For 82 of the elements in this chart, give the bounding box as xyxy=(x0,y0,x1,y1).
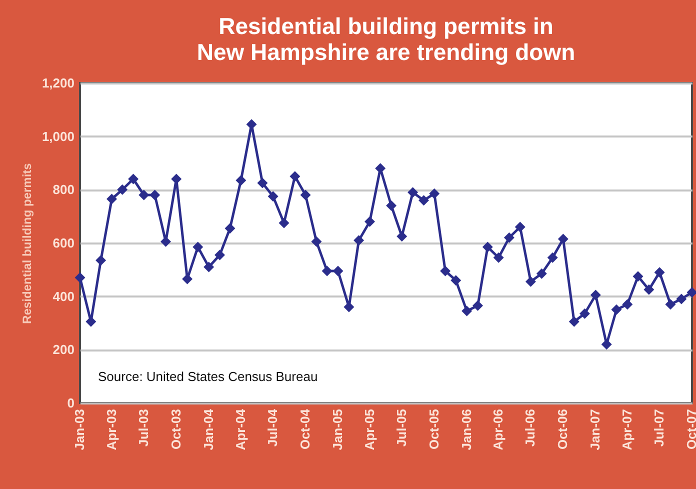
point xyxy=(322,266,332,276)
x-tick-label: Jan-03 xyxy=(72,409,87,450)
point xyxy=(332,266,344,276)
point xyxy=(514,222,526,232)
point xyxy=(665,299,676,310)
x-tick-label: Oct-06 xyxy=(555,409,570,450)
point xyxy=(192,242,204,252)
x-tick-label: Oct-04 xyxy=(298,408,313,450)
point xyxy=(462,306,472,316)
y-tick-label: 200 xyxy=(52,342,74,358)
y-tick-label: 400 xyxy=(52,288,74,304)
point xyxy=(182,274,193,284)
point xyxy=(106,194,118,204)
point xyxy=(204,262,214,272)
point xyxy=(654,267,665,278)
point xyxy=(440,266,451,276)
x-tick-label: Jul-05 xyxy=(394,409,409,447)
point xyxy=(74,272,86,283)
x-tick-label: Apr-06 xyxy=(490,409,506,450)
y-tick-label: 800 xyxy=(52,182,74,198)
x-tick-label: Apr-04 xyxy=(232,408,248,450)
point xyxy=(547,252,558,263)
point xyxy=(128,174,139,184)
point xyxy=(278,218,290,228)
point xyxy=(354,235,364,246)
point xyxy=(525,276,536,287)
x-tick-label: Jul-04 xyxy=(265,408,280,447)
point xyxy=(579,308,590,319)
y-axis-title: Residential building permits xyxy=(20,162,34,324)
point xyxy=(536,268,547,279)
point xyxy=(408,187,418,198)
x-tick-label: Jan-06 xyxy=(458,409,474,450)
point xyxy=(96,255,106,266)
point xyxy=(504,232,514,243)
x-tick-label: Jul-03 xyxy=(136,409,151,447)
point xyxy=(290,171,300,182)
point xyxy=(450,275,462,286)
point xyxy=(344,302,354,312)
point xyxy=(493,252,504,263)
point xyxy=(644,284,654,295)
point xyxy=(429,188,440,199)
annotation: Source: United States Census Bureau xyxy=(98,369,318,384)
point xyxy=(257,178,268,188)
point xyxy=(150,190,160,200)
x-tick-label: Jul-06 xyxy=(522,409,538,447)
x-tick-label: Apr-03 xyxy=(104,409,119,450)
y-tick-label: 1,200 xyxy=(42,76,74,90)
point xyxy=(364,216,376,227)
point xyxy=(268,191,278,202)
point xyxy=(396,231,408,242)
point xyxy=(300,190,311,200)
x-tick-label: Oct-07 xyxy=(684,409,696,450)
point xyxy=(590,290,601,300)
x-tick-label: Jul-07 xyxy=(652,409,667,447)
point xyxy=(472,300,484,311)
chart-title: Residential building permits in New Hampshire are trending down xyxy=(196,13,576,65)
y-tick-label: 0 xyxy=(67,396,74,410)
point xyxy=(214,250,226,260)
point xyxy=(622,299,633,310)
point xyxy=(138,190,150,200)
point xyxy=(224,223,236,234)
x-tick-label: Apr-05 xyxy=(362,409,377,450)
x-tick-label: Jan-05 xyxy=(330,409,345,450)
point xyxy=(686,287,696,298)
x-tick-label: Apr-07 xyxy=(619,409,634,450)
point xyxy=(676,294,687,304)
point xyxy=(236,175,246,186)
y-tick-label: 600 xyxy=(52,236,74,250)
point xyxy=(311,236,322,247)
point xyxy=(386,200,397,211)
x-tick-label: Jan-07 xyxy=(588,409,603,450)
point xyxy=(418,195,430,206)
y-tick-label: 1,000 xyxy=(42,128,74,144)
point xyxy=(568,316,580,327)
x-tick-label: Jan-04 xyxy=(200,408,216,450)
point xyxy=(611,304,622,315)
point xyxy=(632,271,644,282)
point xyxy=(558,234,568,244)
x-tick-label: Oct-03 xyxy=(168,409,184,450)
x-tick-label: Oct-05 xyxy=(426,409,442,450)
point xyxy=(482,242,493,252)
point xyxy=(117,184,128,195)
